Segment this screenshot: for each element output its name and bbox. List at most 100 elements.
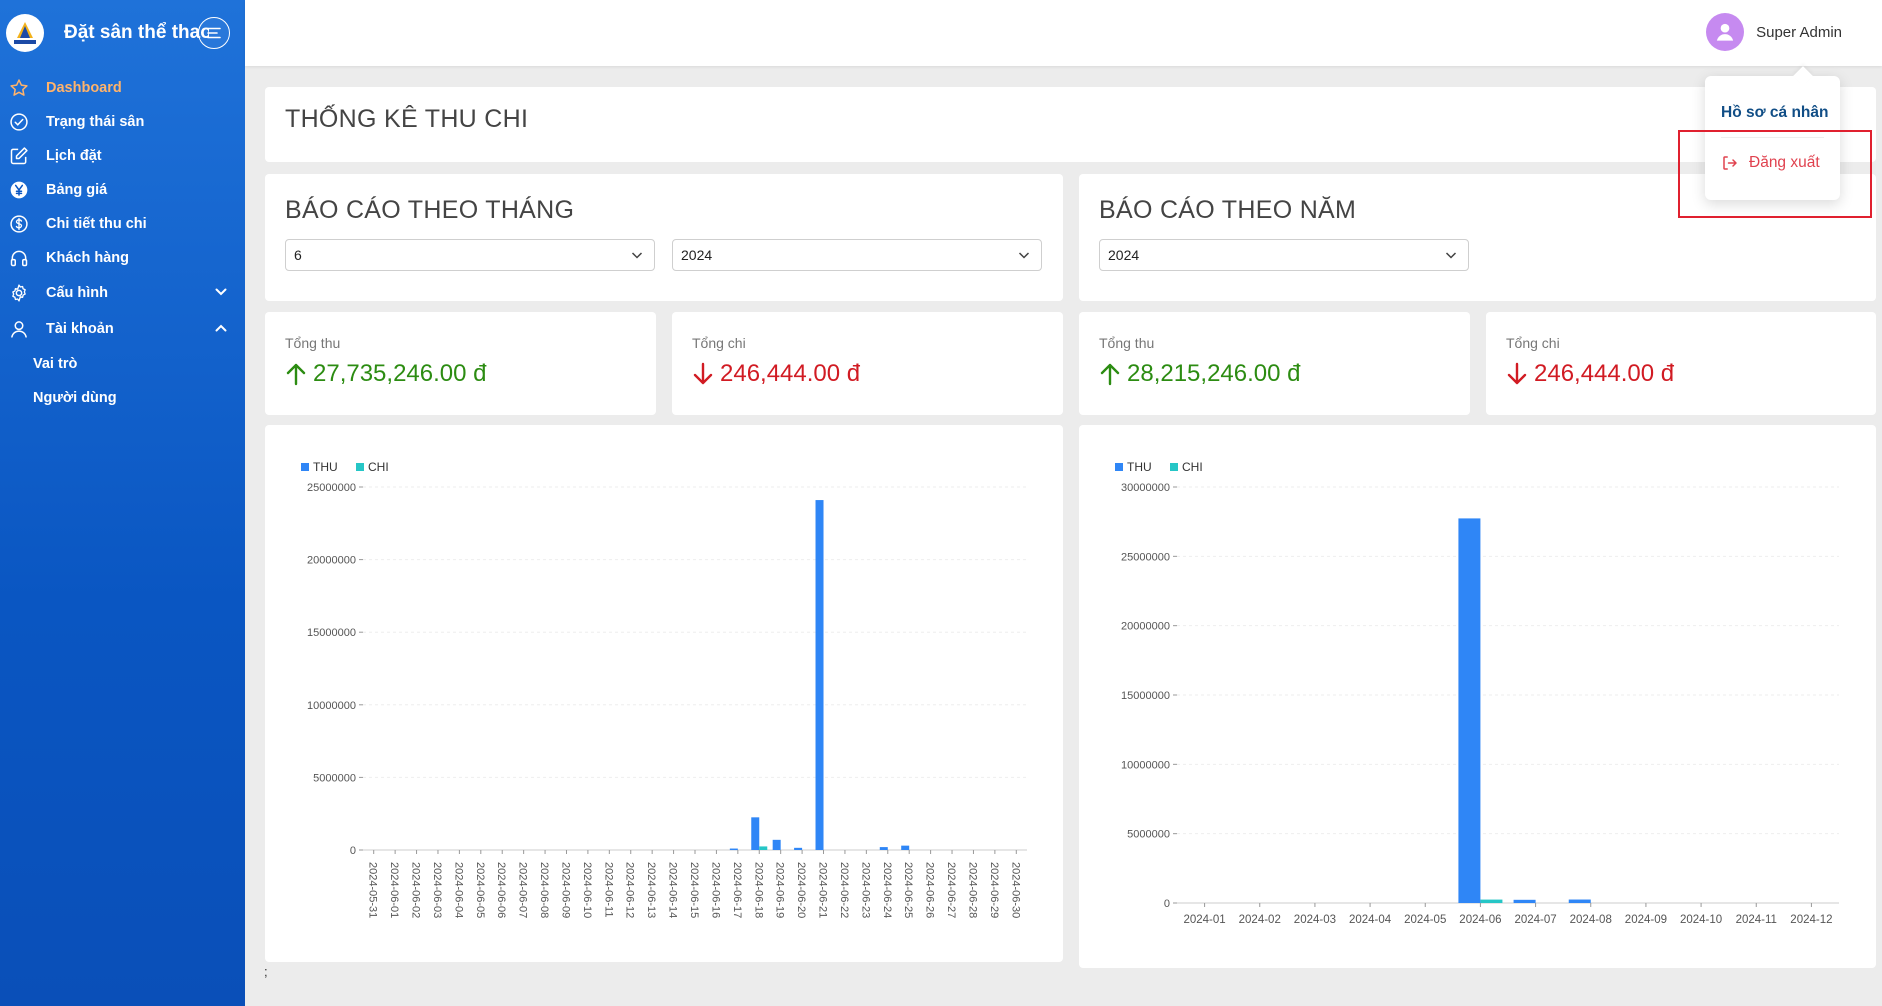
yearly-expense-card: Tổng chi 246,444.00 đ bbox=[1486, 312, 1876, 415]
y-tick-label: 10000000 bbox=[1121, 759, 1170, 771]
monthly-expense-card: Tổng chi 246,444.00 đ bbox=[672, 312, 1063, 415]
page-title-card: THỐNG KÊ THU CHI bbox=[265, 87, 1876, 162]
yearly-chart-card: THU CHI 0 5000000 10000000 15000000 20000000 25… bbox=[1079, 425, 1876, 968]
x-tick-label: 2024-06-27 bbox=[945, 862, 957, 918]
y-tick-label: 30000000 bbox=[1121, 482, 1170, 494]
x-tick-label: 2024-08 bbox=[1570, 914, 1612, 926]
logout-icon bbox=[1721, 154, 1739, 172]
sidebar-item-account[interactable]: Tài khoản bbox=[0, 311, 245, 347]
x-tick-label: 2024-06-26 bbox=[924, 862, 936, 918]
sidebar-item-dashboard[interactable]: Dashboard bbox=[0, 71, 245, 105]
monthly-year-select[interactable]: 2024 bbox=[672, 239, 1042, 271]
x-tick-label: 2024-06-08 bbox=[538, 862, 550, 918]
chevron-up-icon bbox=[215, 320, 227, 336]
sidebar-subitem-roles[interactable]: Vai trò bbox=[33, 356, 78, 372]
monthly-report-card: BÁO CÁO THEO THÁNG 6 2024 bbox=[265, 174, 1063, 301]
y-tick-label: 15000000 bbox=[307, 627, 356, 639]
x-tick-label: 2024-06-23 bbox=[859, 862, 871, 918]
x-tick-label: 2024-06-06 bbox=[495, 862, 507, 918]
profile-menu-item[interactable]: Hồ sơ cá nhân bbox=[1721, 104, 1829, 121]
avatar bbox=[1706, 13, 1745, 51]
chevron-down-icon bbox=[1444, 248, 1458, 265]
x-tick-label: 2024-06-12 bbox=[624, 862, 636, 918]
x-tick-label: 2024-06-15 bbox=[688, 862, 700, 918]
y-tick-label: 20000000 bbox=[1121, 621, 1170, 633]
bar-chi bbox=[759, 846, 768, 850]
x-tick-label: 2024-06-22 bbox=[838, 862, 850, 918]
bar-chi bbox=[1480, 899, 1503, 903]
x-tick-label: 2024-06-16 bbox=[709, 862, 721, 918]
menu-toggle-button[interactable] bbox=[198, 17, 230, 49]
sidebar-item-settings[interactable]: Cấu hình bbox=[0, 275, 245, 311]
sidebar-item-label: Bảng giá bbox=[46, 182, 108, 198]
stat-value: 246,444.00 đ bbox=[692, 360, 860, 388]
x-tick-label: 2024-12 bbox=[1790, 914, 1832, 926]
x-tick-label: 2024-06-14 bbox=[667, 862, 679, 918]
arrow-up-icon bbox=[285, 362, 307, 386]
x-tick-label: 2024-02 bbox=[1239, 914, 1281, 926]
sidebar: Đặt sân thể thao Dashboard Trạng thái sâ… bbox=[0, 0, 245, 1006]
monthly-bar-chart: THU CHI 0 5000000 10000000 15000000 20000000 25… bbox=[301, 460, 1027, 918]
x-tick-label: 2024-06 bbox=[1459, 914, 1501, 926]
stat-value: 27,735,246.00 đ bbox=[285, 360, 487, 388]
yearly-expense-value: 246,444.00 đ bbox=[1534, 360, 1675, 387]
yearly-year-select[interactable]: 2024 bbox=[1099, 239, 1469, 271]
monthly-expense-value: 246,444.00 đ bbox=[720, 360, 861, 387]
sidebar-subitem-users[interactable]: Người dùng bbox=[33, 390, 117, 406]
bar-thu bbox=[901, 845, 910, 850]
x-tick-label: 2024-03 bbox=[1294, 914, 1336, 926]
logout-menu-item[interactable]: Đăng xuất bbox=[1721, 154, 1820, 172]
x-tick-label: 2024-06-29 bbox=[988, 862, 1000, 918]
headphones-icon bbox=[9, 248, 29, 268]
monthly-income-value: 27,735,246.00 đ bbox=[313, 360, 487, 387]
monthly-chart-card: THU CHI 0 5000000 10000000 15000000 20000000 25… bbox=[265, 425, 1063, 962]
bar-thu bbox=[1458, 518, 1481, 903]
x-tick-label: 2024-05 bbox=[1404, 914, 1446, 926]
sidebar-item-label: Lịch đặt bbox=[46, 148, 102, 164]
x-tick-label: 2024-10 bbox=[1680, 914, 1722, 926]
bar-thu bbox=[879, 847, 888, 850]
y-tick-label: 0 bbox=[350, 845, 356, 857]
sidebar-item-label: Trạng thái sân bbox=[46, 114, 145, 130]
yearly-income-value: 28,215,246.00 đ bbox=[1127, 360, 1301, 387]
sidebar-item-court-status[interactable]: Trạng thái sân bbox=[0, 105, 245, 139]
x-tick-label: 2024-06-20 bbox=[795, 862, 807, 918]
x-tick-label: 2024-06-21 bbox=[817, 862, 829, 918]
user-menu-trigger[interactable]: Super Admin bbox=[1706, 13, 1842, 51]
legend-label: CHI bbox=[1182, 460, 1203, 474]
menu-divider bbox=[1721, 137, 1824, 138]
sidebar-item-price-table[interactable]: Bảng giá bbox=[0, 173, 245, 207]
x-tick-label: 2024-06-25 bbox=[902, 862, 914, 918]
yearly-bar-chart: THU CHI 0 5000000 10000000 15000000 20000000 25… bbox=[1115, 460, 1839, 926]
x-tick-label: 2024-06-03 bbox=[431, 862, 443, 918]
bar-thu bbox=[794, 847, 803, 850]
sidebar-item-income-expense-details[interactable]: Chi tiết thu chi bbox=[0, 207, 245, 241]
bar-thu bbox=[815, 500, 824, 850]
sidebar-item-label: Chi tiết thu chi bbox=[46, 216, 147, 232]
bar-thu bbox=[772, 839, 781, 850]
x-tick-label: 2024-05-31 bbox=[367, 862, 379, 918]
stat-label: Tổng chi bbox=[692, 335, 746, 351]
y-tick-label: 15000000 bbox=[1121, 690, 1170, 702]
user-icon bbox=[9, 319, 29, 339]
x-tick-label: 2024-06-28 bbox=[966, 862, 978, 918]
x-tick-label: 2024-06-10 bbox=[581, 862, 593, 918]
x-tick-label: 2024-06-02 bbox=[410, 862, 422, 918]
x-tick-label: 2024-06-04 bbox=[452, 862, 464, 918]
x-tick-label: 2024-09 bbox=[1625, 914, 1667, 926]
arrow-down-icon bbox=[692, 362, 714, 386]
arrow-up-icon bbox=[1099, 362, 1121, 386]
chevron-down-icon bbox=[1017, 248, 1031, 265]
y-tick-label: 25000000 bbox=[1121, 551, 1170, 563]
sidebar-item-booking-schedule[interactable]: Lịch đặt bbox=[0, 139, 245, 173]
x-tick-label: 2024-06-19 bbox=[774, 862, 786, 918]
monthly-report-title: BÁO CÁO THEO THÁNG bbox=[285, 196, 575, 224]
legend-label: THU bbox=[1127, 460, 1152, 474]
x-tick-label: 2024-06-09 bbox=[559, 862, 571, 918]
sidebar-item-customers[interactable]: Khách hàng bbox=[0, 241, 245, 275]
yearly-report-title: BÁO CÁO THEO NĂM bbox=[1099, 196, 1357, 224]
brand-title: Đặt sân thể thao bbox=[64, 22, 209, 43]
month-select[interactable]: 6 bbox=[285, 239, 655, 271]
y-tick-label: 0 bbox=[1164, 898, 1170, 910]
x-tick-label: 2024-11 bbox=[1736, 914, 1777, 926]
